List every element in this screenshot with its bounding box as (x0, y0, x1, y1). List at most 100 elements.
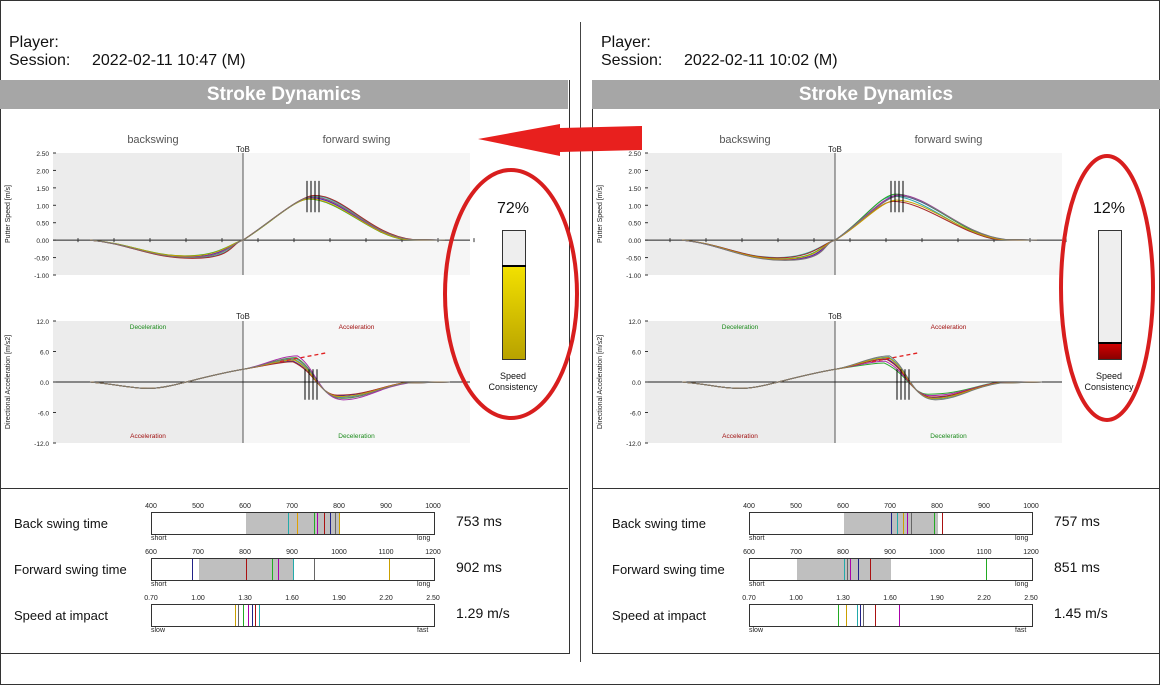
stroke-marker (941, 513, 943, 534)
section-separator (0, 488, 568, 489)
scale-tick-label: 700 (286, 503, 298, 510)
metric-label: Back swing time (612, 516, 706, 531)
stroke-marker (255, 605, 257, 626)
stroke-dynamics-title: Stroke Dynamics (592, 80, 1160, 109)
stroke-marker (862, 605, 864, 626)
stroke-marker (323, 513, 325, 534)
scale-tick-label: 700 (192, 549, 204, 556)
scale-tick-label: 700 (790, 549, 802, 556)
zone-label-br: Deceleration (338, 433, 375, 440)
scale-tick-label: 1.00 (789, 595, 803, 602)
scale-tick-label: 1.60 (285, 595, 299, 602)
scale-tick-label: 2.50 (1024, 595, 1038, 602)
stroke-marker (329, 513, 331, 534)
zone-label-tr: Acceleration (339, 324, 375, 331)
metric-value: 1.45 m/s (1054, 605, 1108, 621)
stroke-marker (338, 513, 340, 534)
stroke-marker (869, 559, 871, 580)
metric-value: 851 ms (1054, 559, 1100, 575)
tob-label: ToB (828, 312, 842, 321)
stroke-marker (277, 559, 279, 580)
stroke-charts-svg: backswing forward swing ToB 2.50 2.00 1.50 1.0… (597, 134, 1067, 448)
speed-curve (681, 195, 1038, 261)
stroke-marker (934, 513, 936, 534)
stroke-marker (896, 513, 898, 534)
scale-low-label: short (749, 535, 765, 542)
y-axis-label: Putter Speed [m/s] (5, 185, 12, 243)
scale-high-label: long (1015, 535, 1029, 542)
gauge-caption: Speed Consistency (1074, 371, 1144, 393)
y-tick-label: -1.00 (626, 273, 641, 280)
metric-value: 757 ms (1054, 513, 1100, 529)
metric-bar (749, 558, 1033, 581)
consistency-percent: 72% (496, 200, 530, 217)
stroke-charts-svg: backswing forward swing ToB 2.50 2.00 1.50 1.0… (5, 134, 475, 448)
player-label: Player: (601, 34, 651, 51)
y-tick-label: 6.0 (40, 350, 49, 357)
stroke-dynamics-title: Stroke Dynamics (0, 80, 568, 109)
scale-tick-label: 400 (145, 503, 157, 510)
scale-tick-label: 800 (837, 549, 849, 556)
scale-tick-label: 0.70 (742, 595, 756, 602)
scale-tick-label: 500 (790, 503, 802, 510)
stroke-marker (846, 559, 848, 580)
y-tick-label: -6.0 (630, 411, 642, 418)
stroke-marker (296, 513, 298, 534)
y-tick-label: 2.00 (36, 168, 49, 175)
scale-high-label: long (1015, 581, 1029, 588)
scale-tick-label: 1.90 (332, 595, 346, 602)
stroke-marker (258, 605, 260, 626)
scale-tick-label: 800 (239, 549, 251, 556)
scale-tick-label: 800 (931, 503, 943, 510)
gauge-caption-line1: Speed (1095, 371, 1123, 381)
zone-label-tl: Deceleration (130, 324, 167, 331)
scale-low-label: slow (749, 627, 764, 634)
metric-label: Speed at impact (612, 608, 706, 623)
session-panel-right: Player: Session: 2022-02-11 10:02 (M) St… (592, 0, 1160, 654)
scale-low-label: short (151, 581, 167, 588)
trend-line (871, 351, 921, 363)
gauge-fill (503, 266, 525, 359)
stroke-marker (844, 559, 845, 580)
zone-label-tr: Acceleration (931, 324, 967, 331)
y-tick-label: 0.00 (36, 238, 49, 245)
scale-tick-label: 600 (837, 503, 849, 510)
scale-tick-label: 1.90 (930, 595, 944, 602)
metric-label: Forward swing time (612, 562, 725, 577)
stroke-marker (335, 513, 337, 534)
y-tick-label: 6.0 (632, 350, 641, 357)
y-tick-label: 1.00 (628, 203, 641, 210)
stroke-marker (858, 559, 860, 580)
stroke-marker (271, 559, 273, 580)
gauge-level-marker (1098, 341, 1122, 344)
y-axis-label: Directional Acceleration [m/s2] (5, 335, 12, 429)
y-tick-label: 0.50 (628, 221, 641, 228)
session-header: Player: Session: 2022-02-11 10:02 (M) (601, 34, 838, 70)
scale-tick-label: 2.20 (977, 595, 991, 602)
metric-bar (749, 512, 1033, 535)
y-tick-label: 2.50 (36, 151, 49, 158)
y-axis-label: Putter Speed [m/s] (597, 185, 604, 243)
scale-low-label: slow (151, 627, 166, 634)
stroke-marker (902, 513, 904, 534)
scale-tick-label: 1200 (425, 549, 441, 556)
forward-swing-label: forward swing (915, 134, 983, 146)
forward-swing-area (835, 153, 1062, 275)
scale-tick-label: 1000 (929, 549, 945, 556)
tob-label: ToB (236, 312, 250, 321)
stroke-marker (875, 605, 877, 626)
scale-tick-label: 1.00 (191, 595, 205, 602)
gauge-caption-line1: Speed (499, 371, 527, 381)
session-value: 2022-02-11 10:47 (M) (92, 52, 246, 69)
y-tick-label: 1.50 (36, 186, 49, 193)
consistency-gauge (502, 230, 526, 360)
speed-curve (89, 196, 446, 258)
metric-label: Back swing time (14, 516, 108, 531)
y-tick-label: 0.00 (628, 238, 641, 245)
consistency-gauge (1098, 230, 1122, 360)
section-separator (592, 488, 1160, 489)
session-header: Player: Session: 2022-02-11 10:47 (M) (9, 34, 246, 70)
session-panel-left: Player: Session: 2022-02-11 10:47 (M) St… (0, 0, 570, 654)
zone-label-bl: Acceleration (130, 433, 166, 440)
y-tick-label: 2.00 (628, 168, 641, 175)
